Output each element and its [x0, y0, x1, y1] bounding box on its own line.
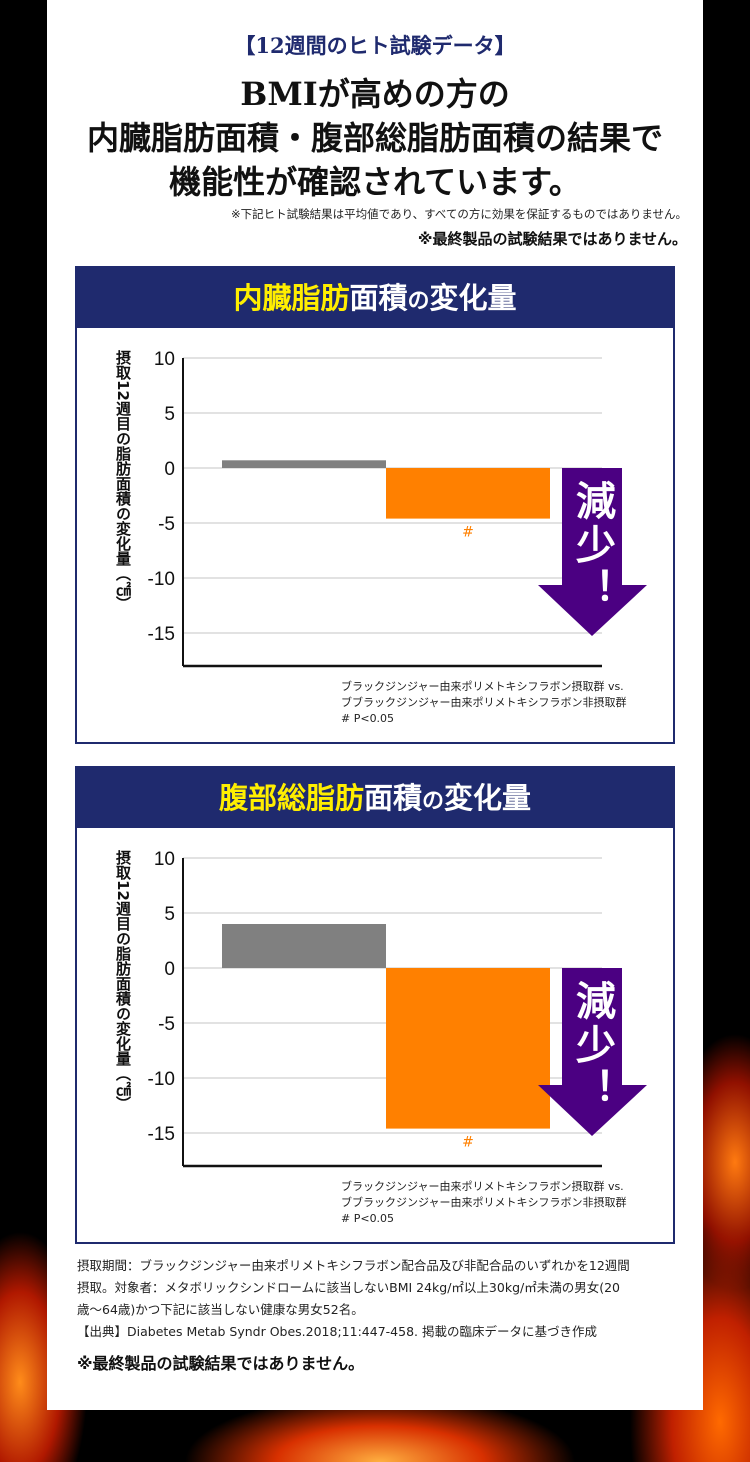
headline-line: BMIが高めの方の	[240, 75, 510, 113]
section-tag: 【12週間のヒト試験データ】	[234, 33, 516, 58]
significance-mark: #	[462, 1135, 474, 1151]
legend-note: ブブラックジンジャー由来ポリメトキシフラボン非摂取群	[341, 695, 626, 709]
bar	[386, 968, 550, 1129]
y-axis-label: 摂取12週目の脂肪面積の変化量（㎠）	[114, 349, 132, 611]
disclaimer-small: ※下記ヒト試験結果は平均値であり、すべての方に効果を保証するものではありません。	[231, 207, 687, 221]
note-line: 摂取。対象者：メタボリックシンドロームに該当しないBMI 24kg/㎡以上30k…	[77, 1280, 621, 1295]
legend-note: # P<0.05	[341, 1212, 394, 1225]
bar	[386, 468, 550, 519]
chart-svg: 10 5 0 -5 -10 -15 # 減少！ 摂取12週目の脂肪面積の変化量（㎠） ブラックジン…	[114, 849, 647, 1225]
legend-note: # P<0.05	[341, 712, 394, 725]
arrow-label: 減少！	[569, 980, 616, 1112]
note-line: 摂取期間：ブラックジンジャー由来ポリメトキシフラボン配合品及び非配合品のいずれか…	[77, 1258, 630, 1273]
headline: BMIが高めの方の 内臓脂肪面積・腹部総脂肪面積の結果で 機能性が確認されていま…	[47, 72, 703, 204]
y-tick-label: -10	[148, 569, 175, 590]
chart-title: 腹部総脂肪面積の変化量	[77, 768, 673, 828]
bar	[222, 460, 386, 468]
y-tick-label: 0	[164, 459, 175, 480]
chart-box-abdominal: 腹部総脂肪面積の変化量 10 5 0 -5 -10 -15 # 減少！ 摂取12週目の脂肪面積の…	[75, 766, 675, 1244]
y-tick-label: -15	[148, 624, 175, 645]
note-line: 【出典】Diabetes Metab Syndr Obes.2018;11:44…	[77, 1324, 597, 1339]
note-line: 歳〜64歳)かつ下記に該当しない健康な男女52名。	[77, 1302, 364, 1317]
bar	[222, 924, 386, 968]
significance-mark: #	[462, 525, 474, 541]
y-tick-label: 10	[154, 849, 175, 870]
y-tick-label: -10	[148, 1069, 175, 1090]
chart-title: 内臓脂肪面積の変化量	[77, 268, 673, 328]
disclaimer-bold: ※最終製品の試験結果ではありません。	[417, 230, 687, 248]
content-panel: 【12週間のヒト試験データ】 BMIが高めの方の 内臓脂肪面積・腹部総脂肪面積の…	[47, 0, 703, 1410]
y-tick-label: 0	[164, 959, 175, 980]
arrow-label: 減少！	[569, 480, 616, 612]
y-tick-label: -5	[158, 514, 175, 535]
headline-line: 機能性が確認されています。	[169, 163, 581, 201]
headline-line: 内臓脂肪面積・腹部総脂肪面積の結果で	[86, 119, 663, 157]
legend-note: ブラックジンジャー由来ポリメトキシフラボン摂取群 vs.	[341, 1179, 624, 1193]
y-tick-label: -15	[148, 1124, 175, 1145]
legend-note: ブラックジンジャー由来ポリメトキシフラボン摂取群 vs.	[341, 679, 624, 693]
y-axis-label: 摂取12週目の脂肪面積の変化量（㎠）	[114, 849, 132, 1111]
y-tick-label: 5	[164, 404, 175, 425]
legend-note: ブブラックジンジャー由来ポリメトキシフラボン非摂取群	[341, 1195, 626, 1209]
y-tick-label: 10	[154, 349, 175, 370]
chart-box-visceral: 内臓脂肪面積の変化量 10 5 0 -5 -10 -15 # 減少！ 摂取12週目の脂肪面積の変…	[75, 266, 675, 744]
chart-svg: 10 5 0 -5 -10 -15 # 減少！ 摂取12週目の脂肪面積の変化量（㎠） ブラックジン…	[114, 349, 647, 725]
decrease-arrow-icon	[538, 968, 647, 1136]
final-disclaimer: ※最終製品の試験結果ではありません。	[77, 1354, 365, 1373]
study-notes: 摂取期間：ブラックジンジャー由来ポリメトキシフラボン配合品及び非配合品のいずれか…	[77, 1255, 677, 1343]
y-tick-label: 5	[164, 904, 175, 925]
decrease-arrow-icon	[538, 468, 647, 636]
y-tick-label: -5	[158, 1014, 175, 1035]
